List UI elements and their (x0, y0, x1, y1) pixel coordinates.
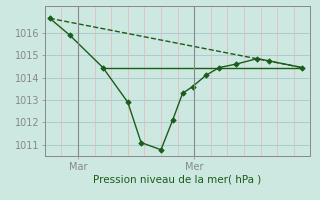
X-axis label: Pression niveau de la mer( hPa ): Pression niveau de la mer( hPa ) (93, 174, 262, 184)
